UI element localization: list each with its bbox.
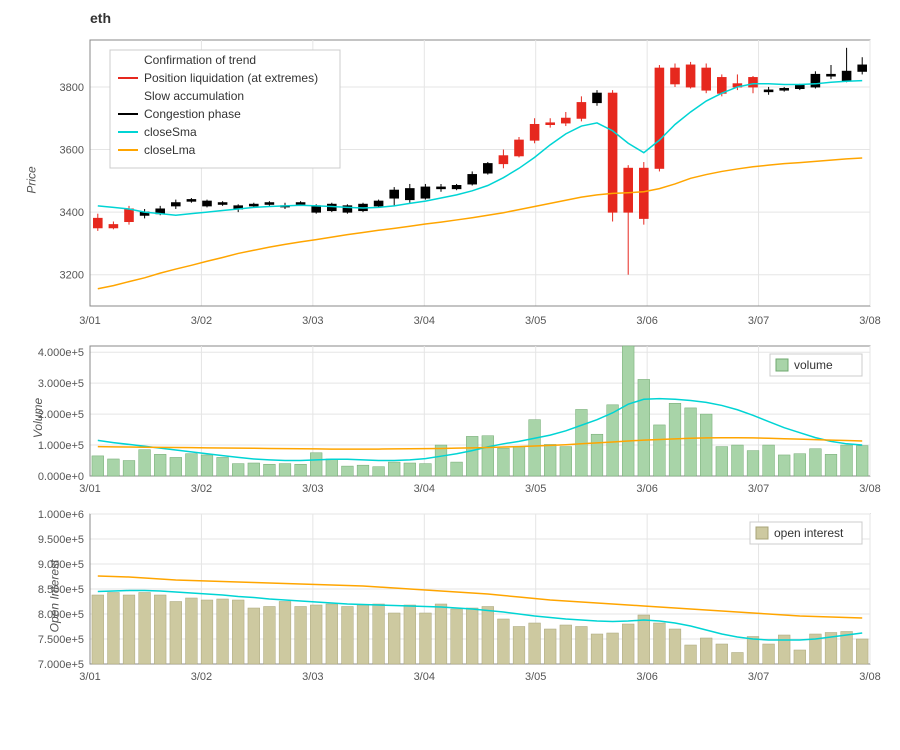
volume-ylabel: Volume [31, 398, 45, 438]
svg-text:1.000e+5: 1.000e+5 [38, 440, 84, 452]
svg-text:Congestion phase: Congestion phase [144, 107, 241, 121]
svg-text:3/06: 3/06 [636, 483, 657, 495]
price-ylabel: Price [25, 166, 39, 193]
svg-text:3/05: 3/05 [525, 671, 546, 683]
oi-panel: Open Interest 7.000e+57.500e+58.000e+58.… [10, 506, 900, 686]
svg-text:3/02: 3/02 [191, 315, 212, 327]
oi-ylabel: Open Interest [47, 560, 61, 633]
svg-text:3/08: 3/08 [859, 315, 880, 327]
svg-text:3/07: 3/07 [748, 671, 769, 683]
price-panel: Price 3200 3400 3600 3800 3/01 3/02 3/03 3/04 3/… [10, 30, 900, 330]
price-chart: 3200 3400 3600 3800 3/01 3/02 3/03 3/04 3/05 3/06… [10, 30, 890, 330]
svg-text:7.500e+5: 7.500e+5 [38, 634, 84, 646]
svg-text:3/01: 3/01 [79, 671, 100, 683]
svg-text:3/02: 3/02 [191, 671, 212, 683]
svg-text:0.000e+0: 0.000e+0 [38, 471, 84, 483]
svg-text:3/05: 3/05 [525, 483, 546, 495]
svg-text:3800: 3800 [60, 82, 84, 94]
svg-text:3400: 3400 [60, 207, 84, 219]
svg-text:3/03: 3/03 [302, 483, 323, 495]
svg-text:3/08: 3/08 [859, 483, 880, 495]
svg-text:Position liquidation (at extre: Position liquidation (at extremes) [144, 71, 318, 85]
svg-text:3/04: 3/04 [414, 483, 435, 495]
svg-text:3/05: 3/05 [525, 315, 546, 327]
svg-text:3/03: 3/03 [302, 671, 323, 683]
oi-chart: 7.000e+57.500e+58.000e+58.500e+59.000e+5… [10, 506, 890, 686]
svg-text:3200: 3200 [60, 270, 84, 282]
svg-text:3/01: 3/01 [79, 315, 100, 327]
svg-text:3600: 3600 [60, 145, 84, 157]
svg-text:open interest: open interest [774, 526, 844, 540]
svg-text:3/07: 3/07 [748, 483, 769, 495]
svg-text:4.000e+5: 4.000e+5 [38, 347, 84, 359]
svg-text:3/06: 3/06 [636, 671, 657, 683]
svg-text:Confirmation of trend: Confirmation of trend [144, 53, 256, 67]
svg-text:3/01: 3/01 [79, 483, 100, 495]
svg-text:3.000e+5: 3.000e+5 [38, 378, 84, 390]
svg-text:3/02: 3/02 [191, 483, 212, 495]
svg-text:closeLma: closeLma [144, 143, 196, 157]
volume-panel: Volume 0.000e+01.000e+52.000e+53.000e+54… [10, 338, 900, 498]
svg-text:7.000e+5: 7.000e+5 [38, 659, 84, 671]
svg-text:1.000e+6: 1.000e+6 [38, 509, 84, 521]
svg-text:3/07: 3/07 [748, 315, 769, 327]
volume-chart: 0.000e+01.000e+52.000e+53.000e+54.000e+5… [10, 338, 890, 498]
svg-text:3/04: 3/04 [414, 671, 435, 683]
svg-text:Slow accumulation: Slow accumulation [144, 89, 244, 103]
svg-text:9.500e+5: 9.500e+5 [38, 534, 84, 546]
svg-text:volume: volume [794, 358, 833, 372]
svg-text:3/06: 3/06 [636, 315, 657, 327]
chart-title: eth [90, 10, 900, 26]
svg-text:3/04: 3/04 [414, 315, 435, 327]
svg-text:3/08: 3/08 [859, 671, 880, 683]
svg-text:3/03: 3/03 [302, 315, 323, 327]
svg-text:closeSma: closeSma [144, 125, 197, 139]
